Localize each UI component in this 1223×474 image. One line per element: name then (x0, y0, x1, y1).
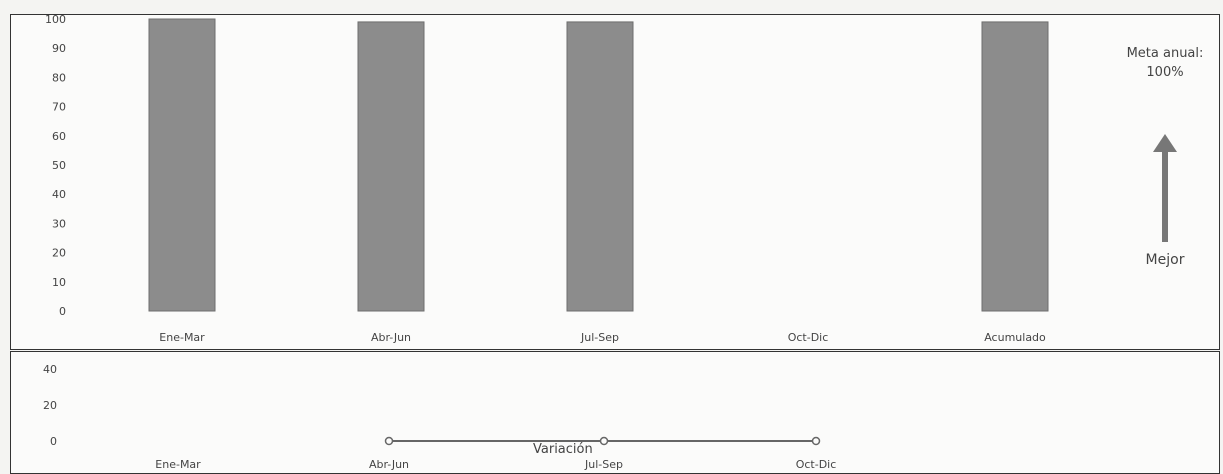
line-category-label: Oct-Dic (796, 458, 837, 471)
bar-acumulado (981, 21, 1049, 312)
bar-y-tick-label: 40 (52, 188, 66, 201)
line-category-label: Jul-Sep (584, 458, 623, 471)
bar-ene-mar (148, 18, 216, 312)
bar-y-tick-label: 0 (59, 305, 66, 318)
bar-y-tick-label: 100 (45, 13, 66, 26)
bar-y-tick-label: 50 (52, 159, 66, 172)
variation-point (599, 436, 609, 446)
line-category-label: Ene-Mar (155, 458, 201, 471)
line-y-tick-label: 40 (43, 363, 57, 376)
bar-category-label: Abr-Jun (371, 331, 411, 344)
bar-y-tick-label: 20 (52, 247, 66, 260)
bar-y-tick-label: 90 (52, 42, 66, 55)
bar-y-tick-label: 30 (52, 217, 66, 230)
better-label: Mejor (1145, 252, 1185, 268)
bar-y-tick-label: 70 (52, 101, 66, 114)
bar-jul-sep (566, 21, 634, 312)
variation-point (384, 436, 394, 446)
line-y-tick-label: 20 (43, 399, 57, 412)
bar-category-label: Jul-Sep (580, 331, 619, 344)
bar-y-tick-label: 10 (52, 276, 66, 289)
line-category-label: Abr-Jun (369, 458, 409, 471)
bar-category-label: Acumulado (984, 331, 1046, 344)
better-up-arrow-icon (1153, 134, 1177, 242)
series-label-variacion: Variación (533, 442, 593, 457)
bar-y-tick-label: 80 (52, 71, 66, 84)
variation-point (811, 436, 821, 446)
bar-category-label: Oct-Dic (788, 331, 829, 344)
bar-category-label: Ene-Mar (159, 331, 205, 344)
annual-goal-label: Meta anual: 100% (1106, 44, 1223, 82)
variation-chart-panel (10, 351, 1220, 474)
annual-goal-value: 100% (1146, 65, 1184, 80)
bar-chart: 0 10 20 30 40 50 60 70 80 90 100 Ene-Mar Abr-Jun Jul… (45, 13, 1049, 344)
bar-y-tick-label: 60 (52, 130, 66, 143)
annual-goal-title: Meta anual: (1126, 46, 1204, 61)
line-y-tick-label: 0 (50, 435, 57, 448)
bar-abr-jun (357, 21, 425, 312)
